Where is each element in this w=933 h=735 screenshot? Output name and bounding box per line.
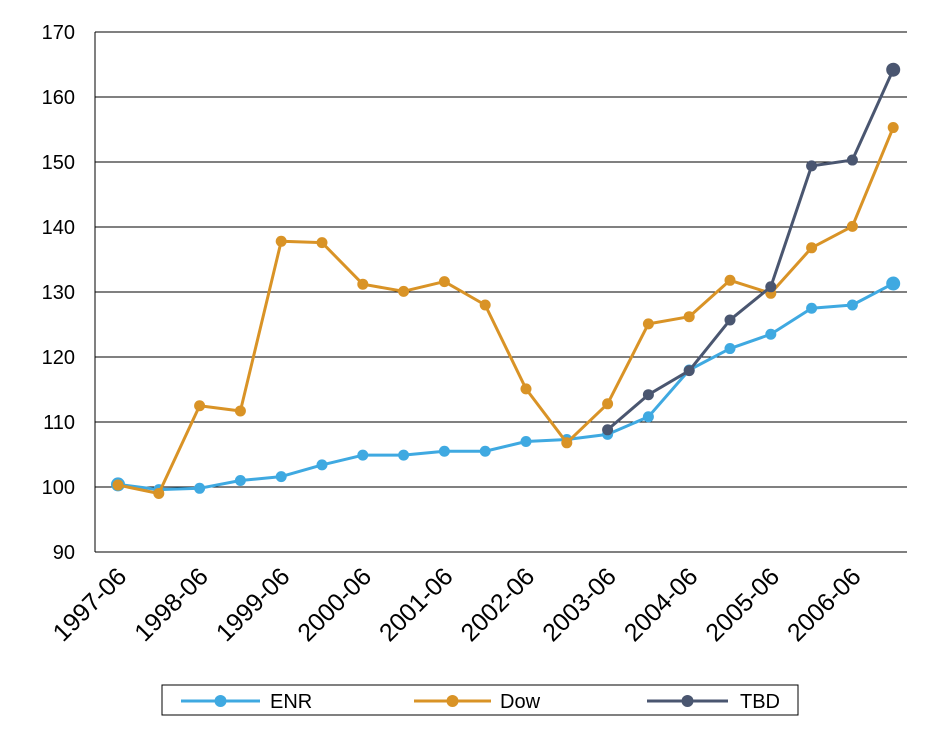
x-tick-label: 2005-06: [700, 562, 785, 647]
x-tick-label: 1998-06: [129, 562, 214, 647]
data-point-tbd: [602, 424, 614, 436]
data-point-dow: [479, 299, 491, 311]
axes: [94, 32, 907, 553]
gridlines: [95, 31, 907, 488]
legend-marker: [681, 695, 694, 707]
legend-entry-dow: Dow: [414, 691, 541, 713]
y-tick-label: 120: [42, 347, 75, 369]
legend-entry-tbd: TBD: [647, 691, 780, 713]
series-tbd: [602, 62, 901, 436]
data-point-dow: [602, 398, 614, 410]
data-point-tbd: [765, 281, 777, 293]
legend-label: ENR: [270, 691, 312, 713]
data-point-dow: [316, 237, 328, 249]
y-tick-label: 90: [53, 542, 75, 564]
data-point-enr: [438, 445, 450, 457]
y-tick-label: 160: [42, 87, 75, 109]
x-tick-label: 1999-06: [211, 562, 296, 647]
data-point-dow: [806, 242, 818, 254]
data-point-dow: [887, 122, 899, 134]
x-axis-ticks: 1997-061998-061999-062000-062001-062002-…: [48, 562, 867, 647]
x-tick-label: 2000-06: [292, 562, 377, 647]
data-point-enr: [806, 302, 818, 314]
data-point-enr: [357, 449, 369, 461]
x-tick-label: 2003-06: [537, 562, 622, 647]
data-point-enr: [275, 471, 287, 483]
y-tick-label: 170: [42, 22, 75, 44]
data-point-dow: [194, 400, 206, 412]
data-point-enr: [520, 436, 532, 447]
legend-label: TBD: [740, 691, 780, 713]
data-point-dow: [642, 318, 654, 330]
y-tick-label: 100: [42, 477, 75, 499]
data-point-enr: [234, 475, 246, 486]
data-point-enr: [479, 445, 491, 457]
data-point-tbd: [846, 154, 858, 166]
data-point-tbd: [683, 365, 695, 377]
y-axis-ticks: 90 100 110 120 130 140 150 160 170: [42, 22, 75, 564]
data-point-tbd: [642, 389, 654, 401]
data-point-enr: [886, 276, 901, 291]
data-point-dow: [275, 235, 287, 247]
data-point-dow: [846, 220, 858, 232]
data-point-dow: [234, 405, 246, 417]
legend-marker: [446, 695, 459, 707]
x-tick-label: 2002-06: [456, 562, 541, 647]
y-tick-label: 150: [42, 152, 75, 174]
data-point-dow: [683, 311, 695, 323]
data-point-dow: [153, 488, 165, 499]
legend-entry-enr: ENR: [181, 691, 312, 713]
y-tick-label: 140: [42, 217, 75, 239]
data-point-dow: [520, 383, 532, 395]
x-tick-label: 2006-06: [782, 562, 867, 647]
data-point-enr: [724, 343, 736, 355]
data-point-enr: [398, 449, 410, 461]
data-point-enr: [316, 459, 328, 471]
data-point-tbd: [724, 314, 736, 326]
legend-marker: [214, 695, 227, 707]
series-line-enr: [117, 282, 894, 492]
data-point-enr: [642, 411, 654, 423]
y-tick-label: 130: [42, 282, 75, 304]
data-point-dow: [357, 278, 369, 290]
data-point-enr: [194, 482, 206, 494]
data-point-tbd: [806, 160, 818, 172]
data-point-dow: [724, 274, 736, 286]
y-tick-label: 110: [43, 412, 75, 434]
data-point-dow: [112, 479, 124, 491]
x-tick-label: 2004-06: [619, 562, 704, 647]
x-tick-label: 2001-06: [374, 562, 459, 647]
legend-label: Dow: [500, 691, 541, 713]
data-point-enr: [765, 328, 777, 340]
series-layer: [111, 62, 901, 499]
data-point-dow: [438, 276, 450, 288]
data-point-tbd: [886, 62, 901, 77]
data-point-dow: [398, 285, 410, 297]
x-tick-label: 1997-06: [48, 562, 133, 647]
series-line-tbd: [606, 69, 895, 431]
legend: ENR Dow TBD: [161, 684, 799, 716]
data-point-enr: [846, 299, 858, 311]
data-point-dow: [561, 437, 573, 449]
